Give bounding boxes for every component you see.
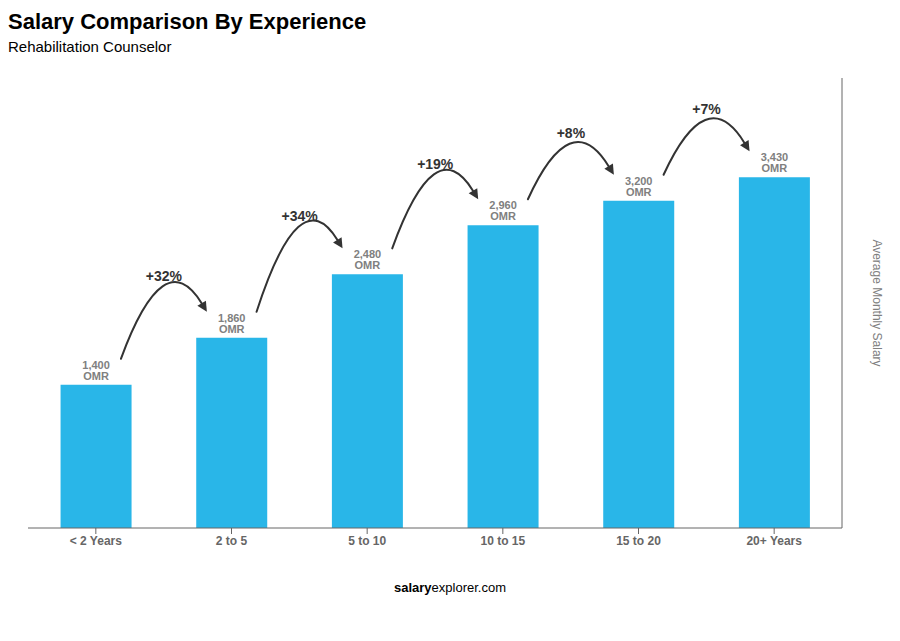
svg-text:15 to 20: 15 to 20 xyxy=(616,534,661,548)
svg-text:1,400OMR: 1,400OMR xyxy=(82,359,110,382)
svg-text:3,430OMR: 3,430OMR xyxy=(761,151,789,174)
svg-text:5 to 10: 5 to 10 xyxy=(348,534,386,548)
svg-text:+19%: +19% xyxy=(417,156,454,172)
svg-text:1,860OMR: 1,860OMR xyxy=(218,312,246,335)
html-text:Rehabilitation Counselor: Rehabilitation Counselor xyxy=(8,38,172,55)
svg-text:+34%: +34% xyxy=(281,208,318,224)
svg-text:+32%: +32% xyxy=(146,268,183,284)
svg-text:< 2 Years: < 2 Years xyxy=(70,534,122,548)
svg-text:20+ Years: 20+ Years xyxy=(746,534,802,548)
html-text:Salary Comparison By Experienc: Salary Comparison By Experience xyxy=(8,9,367,34)
html-text:salary explorer.com: salary explorer.com xyxy=(394,580,506,595)
svg-text:Average Monthly Salary: Average Monthly Salary xyxy=(870,239,884,366)
svg-text:2,960OMR: 2,960OMR xyxy=(489,199,517,222)
svg-text:+7%: +7% xyxy=(692,101,721,117)
svg-text:3,200OMR: 3,200OMR xyxy=(625,175,653,198)
svg-text:2,480OMR: 2,480OMR xyxy=(354,248,382,271)
svg-text:+8%: +8% xyxy=(557,125,586,141)
svg-text:10 to 15: 10 to 15 xyxy=(480,534,525,548)
svg-text:2 to 5: 2 to 5 xyxy=(216,534,248,548)
